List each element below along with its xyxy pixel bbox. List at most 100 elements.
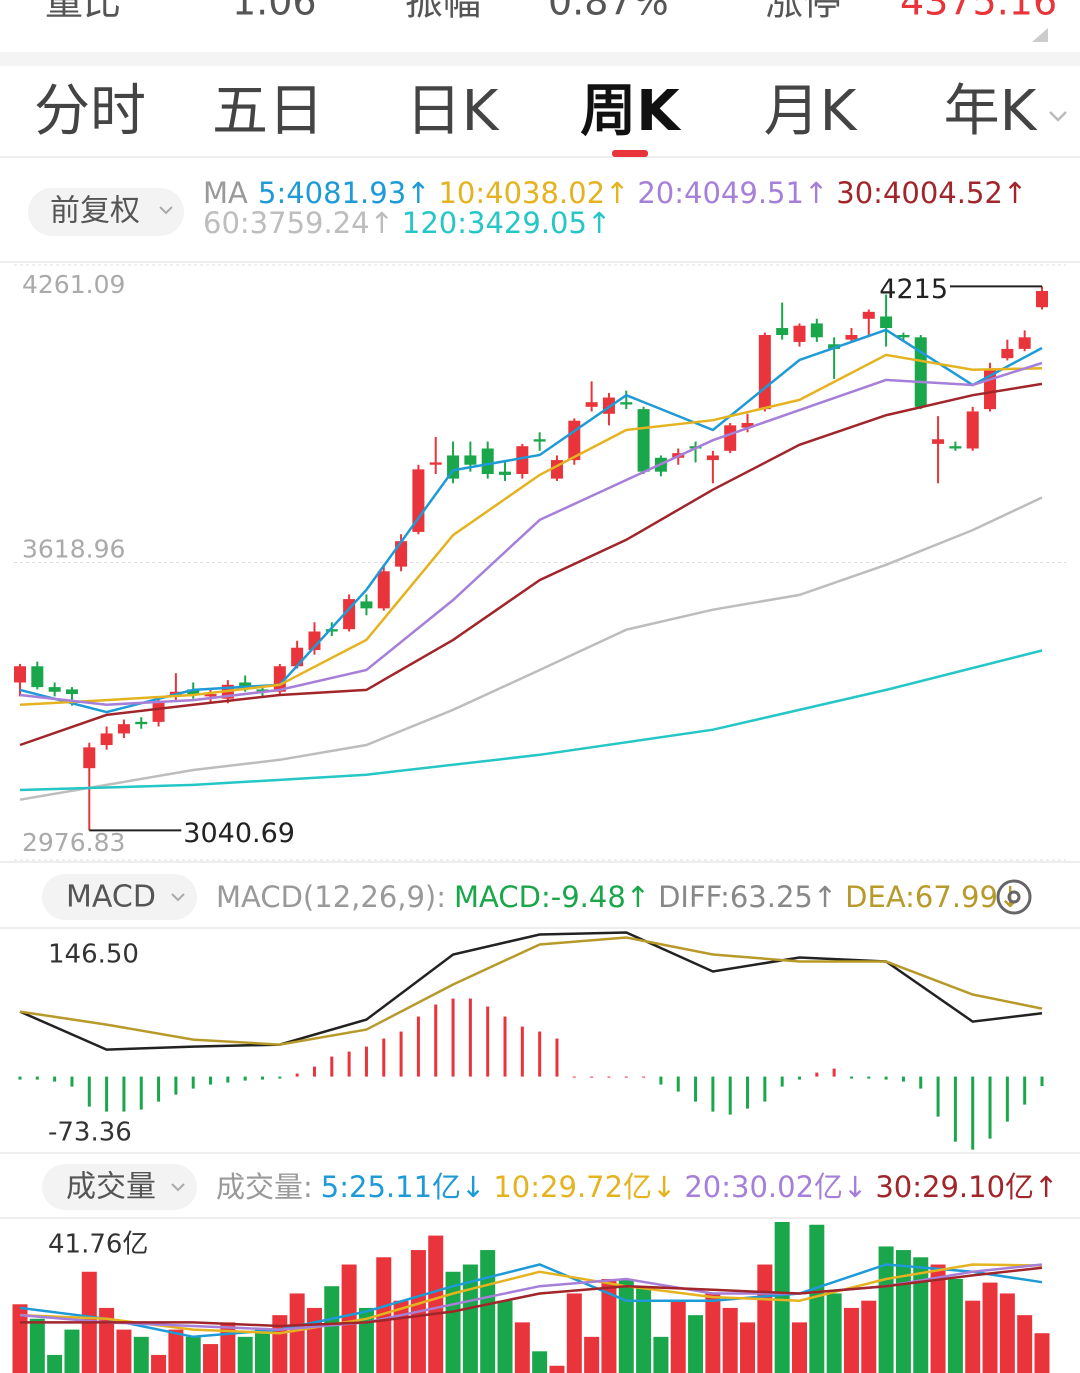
min-label: 3040.69 [183, 818, 295, 849]
macd-bar [797, 1076, 801, 1080]
volume-bar [64, 1329, 80, 1373]
volume-bar [168, 1329, 184, 1373]
legend-entry: 30:29.10亿↑ [875, 1170, 1058, 1204]
volume-bar [653, 1336, 669, 1373]
macd-bar [919, 1076, 923, 1089]
macd-bar [572, 1076, 576, 1078]
adjust-pill[interactable] [28, 188, 184, 236]
macd-bar [520, 1026, 524, 1077]
macd-bar [867, 1076, 871, 1079]
legend-title: MACD(12,26,9): [216, 880, 446, 914]
candle-body [533, 439, 546, 442]
legend-entry: 5:25.11亿↓ [321, 1170, 486, 1204]
candle-body [117, 724, 130, 734]
header-item: 涨停 [765, 0, 841, 24]
candle-body [949, 446, 962, 449]
indicator-pill[interactable] [42, 874, 197, 920]
macd-bar [399, 1031, 403, 1077]
volume-bar [705, 1293, 721, 1373]
volume-bar [272, 1315, 288, 1373]
tab[interactable]: 周K [580, 79, 682, 144]
volume-bar [722, 1307, 738, 1373]
macd-bar [174, 1076, 178, 1095]
volume-bar [999, 1293, 1015, 1373]
candle-body [568, 420, 581, 461]
candle-body [291, 647, 304, 667]
candle-body [776, 328, 789, 336]
macd-bar [416, 1016, 420, 1077]
volume-bar [289, 1293, 305, 1373]
macd-bar [763, 1076, 767, 1102]
tab-more-chevron [1049, 111, 1067, 122]
volume-bar [428, 1235, 444, 1373]
macd-bar [209, 1076, 213, 1085]
chevron [171, 1183, 185, 1192]
indicator-line [19, 931, 1043, 1051]
tab[interactable]: 五日 [212, 79, 324, 144]
indicator-line [19, 361, 1043, 706]
candle-body [724, 425, 737, 451]
candle-body [516, 446, 529, 474]
candle-body [256, 689, 269, 692]
volume-bar [826, 1293, 842, 1373]
candle-body [187, 689, 200, 695]
volume-bar [670, 1300, 686, 1373]
header-item: 0.87% [548, 0, 669, 24]
macd-bar [624, 1076, 628, 1078]
candle-body [308, 631, 321, 651]
candle-body [412, 469, 425, 532]
macd-bar [1023, 1076, 1027, 1105]
legend-entry: 30:4004.52↑ [836, 176, 1027, 210]
legend-entry: 20:30.02亿↓ [684, 1170, 867, 1204]
tab[interactable]: 年K [944, 79, 1038, 144]
candle-body [1036, 290, 1048, 308]
volume-bar [393, 1300, 409, 1373]
candle-body [897, 335, 910, 338]
volume-bar [116, 1329, 132, 1373]
indicator-pill[interactable] [42, 1164, 197, 1210]
indicator-line [19, 936, 1043, 1046]
candle-body [620, 402, 633, 405]
macd-bar [330, 1056, 334, 1077]
tab[interactable]: 分时 [34, 79, 146, 144]
macd-bar [901, 1076, 905, 1082]
indicator-selector[interactable]: MACD [66, 880, 156, 915]
candle-body [464, 455, 477, 465]
macd-bar [694, 1076, 698, 1102]
legend-entry: 10:29.72亿↓ [493, 1170, 676, 1204]
tab[interactable]: 日K [406, 79, 500, 144]
candle-body [152, 701, 165, 722]
macd-bar [53, 1076, 57, 1082]
header-item: 振幅 [405, 0, 481, 24]
adjust-label[interactable]: 前复权 [50, 194, 140, 229]
macd-bar [278, 1076, 282, 1079]
candle-body [966, 411, 979, 449]
settings-icon[interactable] [996, 879, 1032, 915]
macd-bar [503, 1016, 507, 1077]
separator [0, 52, 1080, 66]
macd-bar [953, 1076, 957, 1142]
macd-bar [971, 1076, 975, 1150]
indicator-line [19, 353, 1043, 706]
volume-bar [809, 1224, 825, 1373]
legend-entry: 10:4038.02↑ [438, 176, 629, 210]
macd-bar [832, 1068, 836, 1077]
volume-bar [618, 1278, 634, 1373]
macd-bar [746, 1076, 750, 1109]
volume-bar [358, 1307, 374, 1373]
candle-body [793, 325, 806, 342]
candle-body [880, 316, 893, 329]
candle-body [741, 423, 754, 428]
volume-bar [497, 1300, 513, 1373]
indicator-selector[interactable]: 成交量 [66, 1170, 156, 1205]
macd-bar [347, 1051, 351, 1077]
legend-entry: DEA:67.99↓ [845, 880, 1022, 914]
volume-bar [549, 1365, 565, 1373]
tab[interactable]: 月K [764, 79, 858, 144]
volume-bar [947, 1278, 963, 1373]
legend-entry: 5:4081.93↑ [258, 176, 430, 210]
volume-bar [566, 1293, 582, 1373]
candle-body [100, 733, 113, 746]
indicator-line [19, 1263, 1043, 1339]
volume-bar [514, 1322, 530, 1373]
